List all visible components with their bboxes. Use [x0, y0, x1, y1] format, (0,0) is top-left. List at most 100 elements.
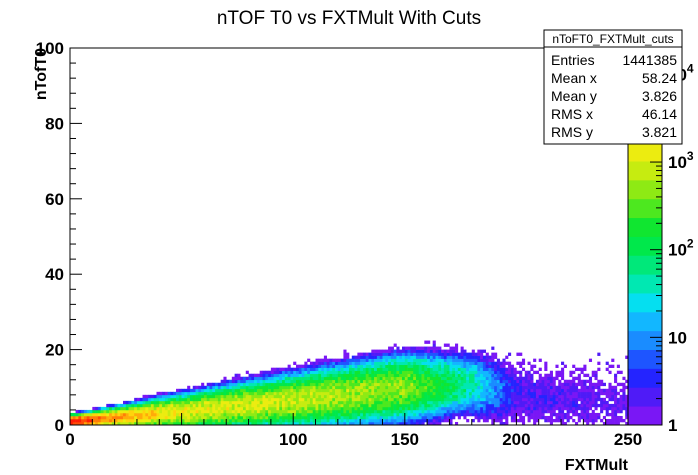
histogram-cell: [432, 340, 436, 344]
histogram-cell: [136, 406, 141, 411]
histogram-cell: [385, 358, 389, 362]
histogram-cell: [527, 370, 531, 375]
histogram-cell: [396, 394, 400, 399]
histogram-cell: [597, 412, 601, 417]
histogram-cell: [351, 364, 355, 368]
histogram-cell: [524, 376, 528, 381]
histogram-cell: [159, 403, 163, 408]
histogram-cell: [379, 391, 383, 396]
histogram-cell: [256, 382, 261, 387]
histogram-cell: [432, 400, 436, 405]
histogram-cell: [443, 415, 447, 420]
histogram-cell: [572, 364, 576, 368]
histogram-cell: [298, 403, 302, 408]
histogram-cell: [463, 391, 467, 396]
histogram-cell: [432, 367, 436, 372]
histogram-cell: [357, 400, 361, 405]
histogram-cell: [284, 382, 288, 387]
histogram-cell: [502, 415, 506, 420]
histogram-cell: [301, 412, 305, 417]
histogram-cell: [421, 394, 425, 399]
histogram-cell: [558, 370, 562, 375]
histogram-cell: [262, 418, 266, 423]
histogram-cell: [480, 412, 484, 417]
histogram-cell: [315, 370, 319, 375]
histogram-cell: [446, 370, 450, 375]
histogram-cell: [460, 376, 464, 381]
histogram-cell: [583, 406, 587, 411]
histogram-cell: [435, 346, 439, 350]
histogram-cell: [248, 379, 252, 384]
histogram-cell: [535, 370, 540, 375]
histogram-cell: [142, 409, 146, 414]
histogram-cell: [276, 403, 280, 408]
histogram-cell: [379, 403, 383, 408]
histogram-cell: [162, 415, 166, 420]
histogram-cell: [591, 397, 595, 402]
histogram-cell: [212, 382, 216, 387]
histogram-cell: [399, 367, 403, 372]
histogram-cell: [282, 382, 286, 387]
histogram-cell: [491, 409, 495, 414]
histogram-cell: [309, 400, 314, 405]
histogram-cell: [295, 388, 300, 393]
histogram-cell: [468, 355, 473, 359]
histogram-cell: [385, 409, 389, 414]
histogram-cell: [198, 391, 202, 396]
histogram-cell: [572, 412, 576, 417]
histogram-cell: [614, 373, 618, 378]
x-tick-label: 250: [614, 430, 642, 449]
histogram-cell: [586, 388, 590, 393]
histogram-cell: [605, 421, 609, 426]
histogram-cell: [240, 388, 244, 393]
histogram-cell: [371, 364, 375, 368]
histogram-cell: [485, 373, 489, 378]
histogram-cell: [301, 415, 305, 420]
histogram-cell: [388, 364, 392, 368]
histogram-cell: [270, 367, 274, 372]
histogram-cell: [588, 391, 593, 396]
histogram-cell: [407, 391, 411, 396]
histogram-cell: [139, 418, 143, 423]
histogram-cell: [86, 412, 90, 417]
histogram-cell: [301, 364, 305, 368]
histogram-cell: [438, 421, 442, 426]
histogram-cell: [415, 379, 420, 384]
histogram-cell: [150, 409, 154, 414]
histogram-cell: [357, 373, 361, 378]
histogram-cell: [298, 421, 302, 426]
histogram-cell: [354, 376, 358, 381]
histogram-cell: [611, 418, 615, 423]
histogram-cell: [432, 379, 436, 384]
histogram-cell: [499, 382, 503, 387]
x-tick-label: 0: [65, 430, 74, 449]
histogram-cell: [360, 376, 364, 381]
histogram-cell: [415, 409, 420, 414]
histogram-cell: [460, 373, 464, 378]
histogram-cell: [452, 349, 456, 353]
histogram-cell: [488, 409, 492, 414]
histogram-cell: [276, 388, 280, 393]
histogram-cell: [148, 394, 152, 399]
histogram-cell: [388, 403, 392, 408]
histogram-cell: [287, 400, 291, 405]
histogram-cell: [471, 391, 475, 396]
histogram-cell: [527, 361, 531, 365]
histogram-cell: [379, 418, 383, 423]
histogram-cell: [455, 358, 459, 362]
histogram-cell: [574, 403, 579, 408]
histogram-cell: [404, 373, 408, 378]
histogram-cell: [217, 382, 221, 387]
histogram-cell: [354, 373, 358, 378]
histogram-cell: [259, 415, 263, 420]
histogram-cell: [379, 382, 383, 387]
histogram-cell: [393, 370, 397, 375]
histogram-cell: [75, 412, 79, 417]
histogram-cell: [209, 421, 213, 426]
histogram-cell: [415, 397, 420, 402]
histogram-cell: [357, 391, 361, 396]
histogram-cell: [382, 370, 386, 375]
histogram-cell: [455, 391, 459, 396]
histogram-cell: [301, 367, 305, 372]
histogram-cell: [555, 400, 559, 405]
